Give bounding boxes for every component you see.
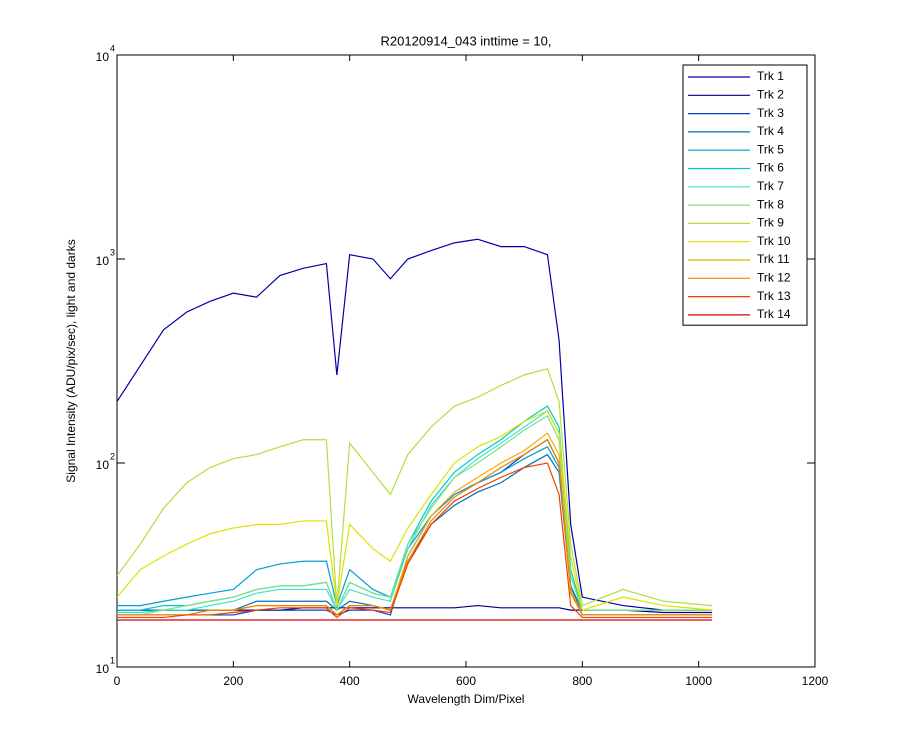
- x-tick-label: 1200: [802, 674, 829, 688]
- legend-label: Trk 13: [757, 289, 791, 303]
- legend-label: Trk 14: [757, 307, 791, 321]
- legend-label: Trk 2: [757, 87, 784, 101]
- legend-label: Trk 3: [757, 106, 784, 120]
- x-tick-label: 400: [340, 674, 360, 688]
- y-tick-label: 10: [96, 254, 110, 268]
- legend-box: [682, 64, 808, 326]
- x-tick-label: 800: [572, 674, 592, 688]
- legend-label: Trk 1: [757, 69, 784, 83]
- legend-label: Trk 6: [757, 161, 784, 175]
- y-axis-label: Signal Intensity (ADU/pix/sec), light an…: [64, 239, 78, 482]
- x-tick-label: 200: [223, 674, 243, 688]
- legend-label: Trk 5: [757, 142, 784, 156]
- y-tick-exponent: 1: [110, 655, 115, 665]
- legend-label: Trk 9: [757, 216, 784, 230]
- series-line: [117, 438, 713, 616]
- legend-label: Trk 11: [757, 252, 790, 266]
- legend-label: Trk 10: [757, 234, 791, 248]
- chart-title: R20120914_043 inttime = 10,: [381, 33, 552, 48]
- y-tick-label: 10: [96, 50, 110, 64]
- legend-label: Trk 8: [757, 197, 784, 211]
- x-axis-label: Wavelength Dim/Pixel: [408, 692, 525, 706]
- y-tick-exponent: 2: [110, 451, 115, 461]
- series-line: [117, 410, 713, 611]
- y-tick-exponent: 3: [110, 247, 115, 257]
- x-tick-label: 0: [114, 674, 121, 688]
- y-tick-label: 10: [96, 662, 110, 676]
- legend-label: Trk 12: [757, 270, 791, 284]
- y-tick-exponent: 4: [110, 43, 115, 53]
- legend-label: Trk 7: [757, 179, 784, 193]
- legend-label: Trk 4: [757, 124, 784, 138]
- series-line: [117, 415, 713, 616]
- x-tick-label: 1000: [685, 674, 712, 688]
- series-group: [117, 238, 713, 621]
- series-line: [117, 238, 713, 611]
- series-line: [117, 462, 713, 619]
- x-tick-label: 600: [456, 674, 476, 688]
- series-line: [117, 367, 713, 607]
- y-tick-label: 10: [96, 458, 110, 472]
